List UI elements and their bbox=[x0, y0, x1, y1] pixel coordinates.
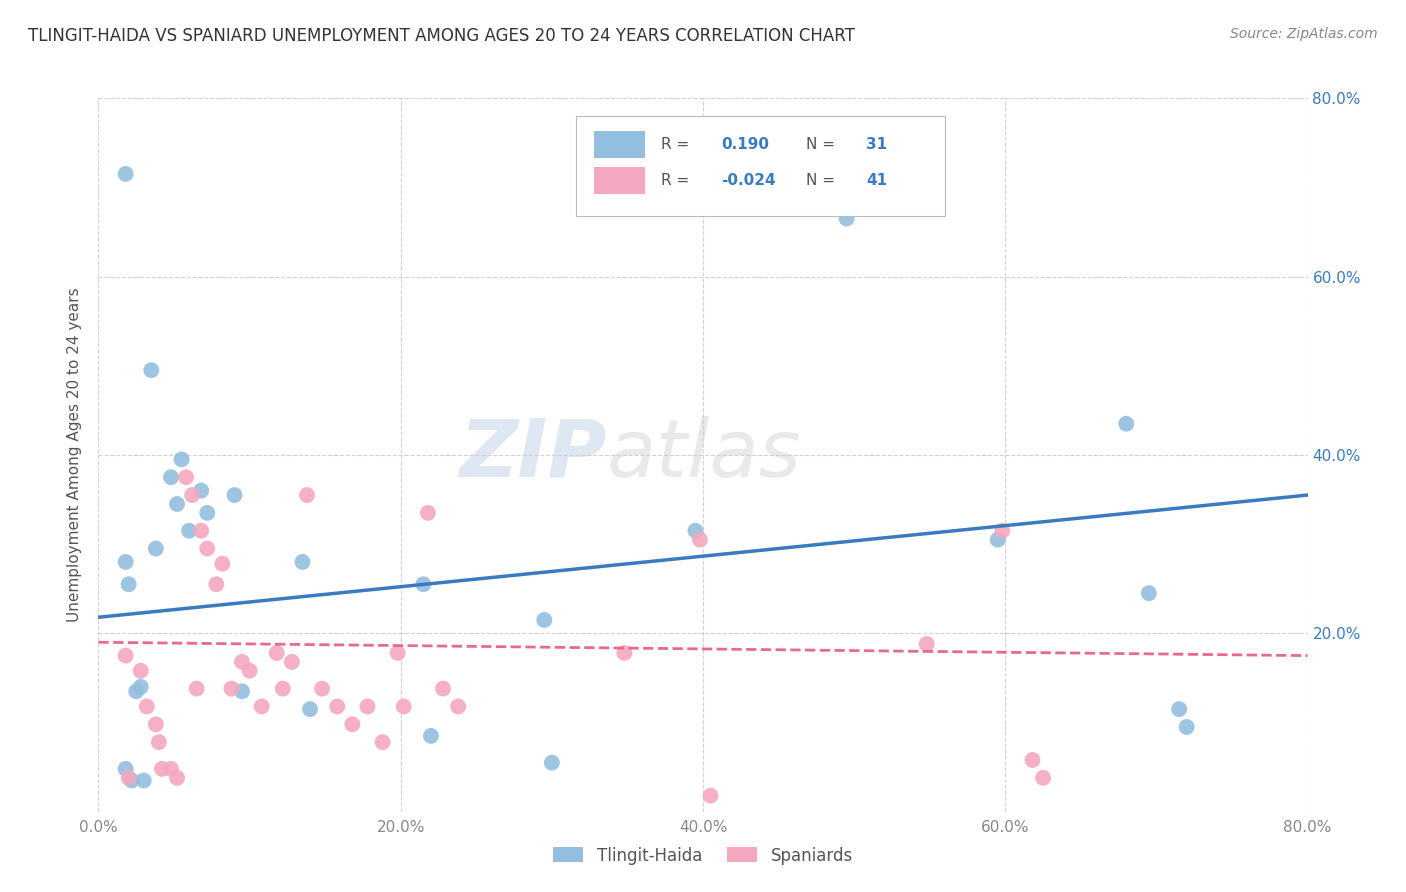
Text: 41: 41 bbox=[866, 173, 887, 187]
Point bbox=[221, 681, 243, 696]
Point bbox=[299, 702, 322, 716]
Text: R =: R = bbox=[661, 173, 689, 187]
Point bbox=[987, 533, 1010, 547]
Text: 31: 31 bbox=[866, 137, 887, 152]
Point bbox=[1175, 720, 1198, 734]
FancyBboxPatch shape bbox=[595, 167, 645, 194]
Point bbox=[121, 773, 143, 788]
Point bbox=[371, 735, 394, 749]
Point bbox=[160, 762, 183, 776]
Point bbox=[915, 637, 938, 651]
Point bbox=[205, 577, 228, 591]
Point bbox=[250, 699, 273, 714]
Point bbox=[311, 681, 333, 696]
Point bbox=[170, 452, 193, 467]
Text: -0.024: -0.024 bbox=[721, 173, 776, 187]
Point bbox=[190, 483, 212, 498]
Point bbox=[114, 555, 136, 569]
Point bbox=[835, 211, 858, 226]
Point bbox=[118, 577, 141, 591]
Point bbox=[166, 771, 188, 785]
Point bbox=[231, 684, 253, 698]
Point bbox=[179, 524, 201, 538]
Text: R =: R = bbox=[661, 137, 689, 152]
Point bbox=[392, 699, 415, 714]
Point bbox=[295, 488, 318, 502]
Point bbox=[1115, 417, 1137, 431]
Point bbox=[266, 646, 288, 660]
Legend: Tlingit-Haida, Spaniards: Tlingit-Haida, Spaniards bbox=[547, 840, 859, 871]
Point bbox=[118, 771, 141, 785]
Point bbox=[129, 680, 152, 694]
Point bbox=[186, 681, 208, 696]
Point bbox=[166, 497, 188, 511]
Point bbox=[190, 524, 212, 538]
Text: N =: N = bbox=[806, 173, 835, 187]
Point bbox=[326, 699, 349, 714]
Point bbox=[613, 646, 636, 660]
Point bbox=[533, 613, 555, 627]
Point bbox=[356, 699, 378, 714]
FancyBboxPatch shape bbox=[595, 131, 645, 158]
Point bbox=[181, 488, 204, 502]
Point bbox=[195, 541, 218, 556]
Point bbox=[1137, 586, 1160, 600]
Point bbox=[148, 735, 170, 749]
Point bbox=[1021, 753, 1043, 767]
Text: TLINGIT-HAIDA VS SPANIARD UNEMPLOYMENT AMONG AGES 20 TO 24 YEARS CORRELATION CHA: TLINGIT-HAIDA VS SPANIARD UNEMPLOYMENT A… bbox=[28, 27, 855, 45]
Point bbox=[420, 729, 443, 743]
Point bbox=[387, 646, 409, 660]
Text: 0.190: 0.190 bbox=[721, 137, 769, 152]
Point bbox=[689, 533, 711, 547]
Point bbox=[291, 555, 314, 569]
Point bbox=[685, 524, 707, 538]
Point bbox=[114, 167, 136, 181]
Point bbox=[141, 363, 163, 377]
Point bbox=[1168, 702, 1191, 716]
Point bbox=[211, 557, 233, 571]
Point bbox=[145, 541, 167, 556]
Point bbox=[174, 470, 197, 484]
Point bbox=[281, 655, 304, 669]
Point bbox=[150, 762, 173, 776]
Point bbox=[447, 699, 470, 714]
Text: atlas: atlas bbox=[606, 416, 801, 494]
Point bbox=[991, 524, 1014, 538]
Point bbox=[132, 773, 155, 788]
Point bbox=[195, 506, 218, 520]
Point bbox=[239, 664, 262, 678]
Point bbox=[1032, 771, 1054, 785]
Point bbox=[114, 648, 136, 663]
Point bbox=[416, 506, 439, 520]
Point bbox=[271, 681, 294, 696]
Point bbox=[231, 655, 253, 669]
FancyBboxPatch shape bbox=[576, 116, 945, 216]
Point bbox=[114, 762, 136, 776]
Point bbox=[125, 684, 148, 698]
Point bbox=[129, 664, 152, 678]
Point bbox=[342, 717, 364, 731]
Point bbox=[699, 789, 721, 803]
Point bbox=[540, 756, 562, 770]
Text: N =: N = bbox=[806, 137, 835, 152]
Point bbox=[224, 488, 246, 502]
Text: Source: ZipAtlas.com: Source: ZipAtlas.com bbox=[1230, 27, 1378, 41]
Text: ZIP: ZIP bbox=[458, 416, 606, 494]
Point bbox=[145, 717, 167, 731]
Point bbox=[432, 681, 454, 696]
Point bbox=[135, 699, 157, 714]
Point bbox=[160, 470, 183, 484]
Y-axis label: Unemployment Among Ages 20 to 24 years: Unemployment Among Ages 20 to 24 years bbox=[66, 287, 82, 623]
Point bbox=[412, 577, 434, 591]
